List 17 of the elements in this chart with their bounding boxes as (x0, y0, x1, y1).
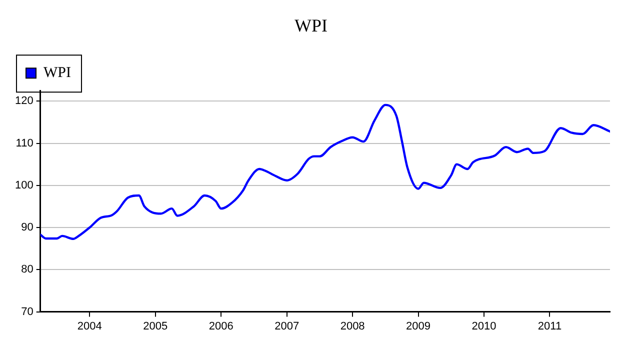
y-tick-label: 70 (21, 306, 34, 318)
y-tick-label: 80 (21, 264, 34, 276)
x-tick-label: 2004 (77, 320, 102, 332)
x-tick-label: 2011 (538, 320, 562, 332)
x-tick-label: 2006 (208, 320, 234, 332)
legend-label: WPI (44, 65, 71, 82)
y-tick-label: 90 (21, 222, 34, 234)
x-tick-label: 2009 (406, 320, 431, 332)
x-tick-label: 2008 (340, 320, 365, 332)
y-tick-label: 100 (14, 179, 34, 192)
x-tick-label: 2005 (143, 320, 168, 332)
x-tick-label: 2010 (472, 320, 496, 332)
line-series (40, 104, 610, 240)
y-tick-label: 120 (14, 95, 34, 108)
x-tick-label: 2007 (274, 320, 300, 332)
chart-title: WPI (294, 16, 328, 36)
y-tick-label: 110 (16, 137, 34, 150)
